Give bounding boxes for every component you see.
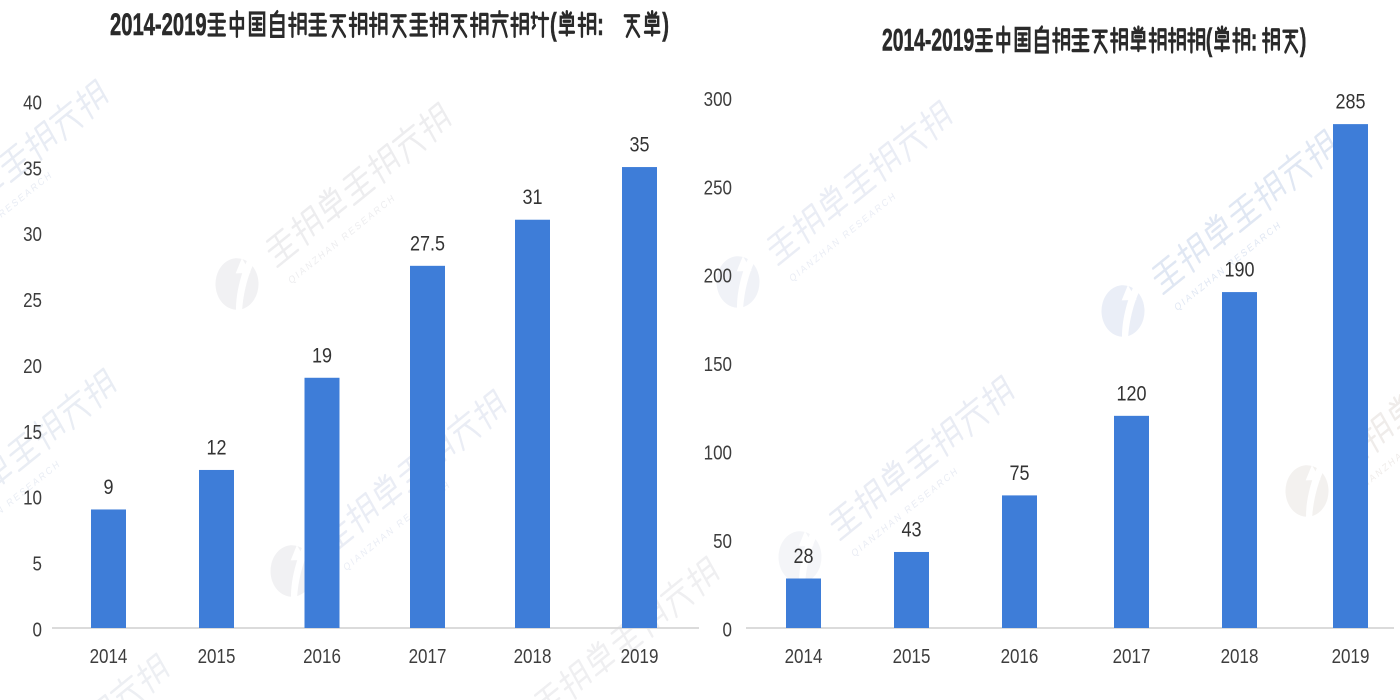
svg-text:(: ( xyxy=(1206,23,1213,58)
svg-text:50: 50 xyxy=(713,529,732,552)
svg-text:30: 30 xyxy=(23,223,42,246)
svg-text:(: ( xyxy=(550,8,557,43)
svg-text:43: 43 xyxy=(901,518,921,542)
svg-text:2016: 2016 xyxy=(303,645,341,668)
svg-text:0: 0 xyxy=(33,618,42,641)
svg-text:2019: 2019 xyxy=(621,645,659,668)
svg-text:2018: 2018 xyxy=(514,645,552,668)
svg-text:): ) xyxy=(1300,23,1306,58)
svg-text:35: 35 xyxy=(629,133,649,157)
svg-text:31: 31 xyxy=(522,186,542,210)
svg-text:2014: 2014 xyxy=(785,645,823,668)
svg-text:0: 0 xyxy=(723,618,732,641)
svg-text:120: 120 xyxy=(1116,382,1146,406)
svg-text:2018: 2018 xyxy=(1221,645,1259,668)
svg-text:35: 35 xyxy=(23,157,42,180)
svg-text:20: 20 xyxy=(23,354,42,377)
svg-text:27.5: 27.5 xyxy=(410,232,445,256)
svg-text:28: 28 xyxy=(793,545,813,569)
svg-text:25: 25 xyxy=(23,289,42,312)
svg-text:250: 250 xyxy=(704,176,732,199)
svg-text:100: 100 xyxy=(704,441,732,464)
svg-text:2017: 2017 xyxy=(1113,645,1151,668)
svg-text::: : xyxy=(597,8,604,43)
svg-text:190: 190 xyxy=(1224,258,1254,282)
svg-text:9: 9 xyxy=(103,475,113,499)
svg-text:12: 12 xyxy=(206,436,226,460)
svg-text:300: 300 xyxy=(704,87,732,110)
svg-text:15: 15 xyxy=(23,420,42,443)
svg-text:19: 19 xyxy=(312,344,332,368)
svg-text:2014-2019: 2014-2019 xyxy=(882,23,974,58)
svg-text:200: 200 xyxy=(704,264,732,287)
svg-text:150: 150 xyxy=(704,353,732,376)
svg-text:2015: 2015 xyxy=(893,645,931,668)
svg-text:2016: 2016 xyxy=(1001,645,1039,668)
svg-text:2015: 2015 xyxy=(198,645,236,668)
svg-text:5: 5 xyxy=(33,552,42,575)
svg-text::: : xyxy=(1251,23,1257,58)
svg-text:40: 40 xyxy=(23,91,42,114)
svg-text:): ) xyxy=(662,8,669,43)
svg-text:75: 75 xyxy=(1009,461,1029,485)
svg-text:2014: 2014 xyxy=(90,645,128,668)
svg-text:2017: 2017 xyxy=(409,645,447,668)
svg-text:2014-2019: 2014-2019 xyxy=(110,8,207,43)
svg-text:10: 10 xyxy=(23,486,42,509)
svg-text:285: 285 xyxy=(1335,90,1365,114)
svg-text:2019: 2019 xyxy=(1332,645,1370,668)
